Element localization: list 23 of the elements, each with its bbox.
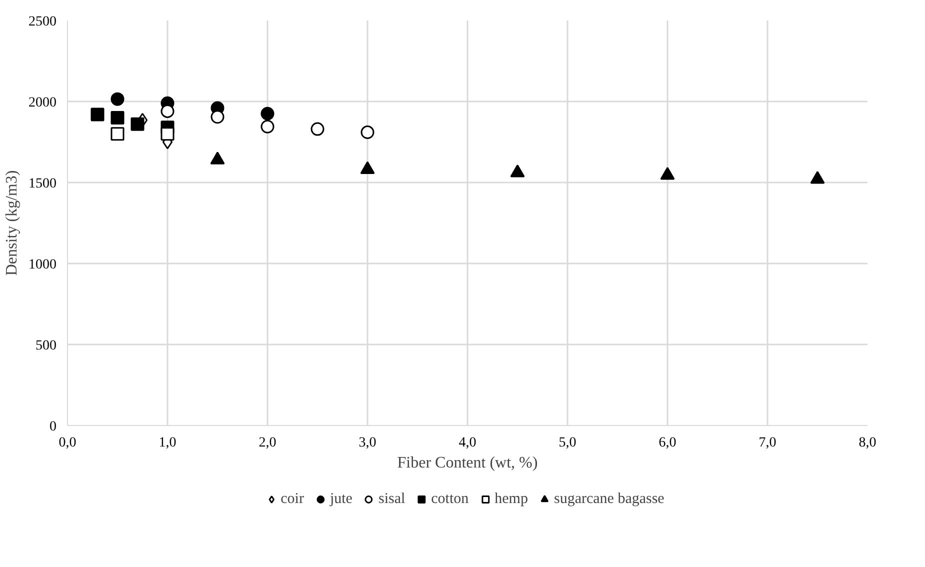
y-tick-label: 2000 [28,96,56,110]
x-tick-label: 7,0 [758,436,776,450]
x-tick-label: 6,0 [658,436,676,450]
legend-label: coir [280,490,304,508]
x-tick-label: 2,0 [258,436,276,450]
y-axis-title: Density (kg/m3) [4,170,20,276]
x-tick-label: 5,0 [558,436,576,450]
legend-label: sisal [378,490,406,508]
legend-label: sugarcane bagasse [554,490,664,508]
y-tick-label: 0 [50,420,56,434]
y-tick-label: 1500 [28,176,56,192]
legend-label: hemp [494,490,528,508]
x-tick-label: 0,0 [58,436,76,450]
x-tick-label: 3,0 [358,436,376,450]
legend-label: cotton [431,490,469,508]
y-tick-label: 500 [36,338,56,354]
x-axis-title: Fiber Content (wt, %) [397,454,538,472]
x-tick-label: 8,0 [858,436,876,450]
y-tick-label: 1000 [28,258,56,272]
y-tick-label: 2500 [28,14,56,30]
x-tick-label: 4,0 [458,436,476,450]
legend-label: jute [330,490,352,508]
x-tick-label: 1,0 [158,436,176,450]
